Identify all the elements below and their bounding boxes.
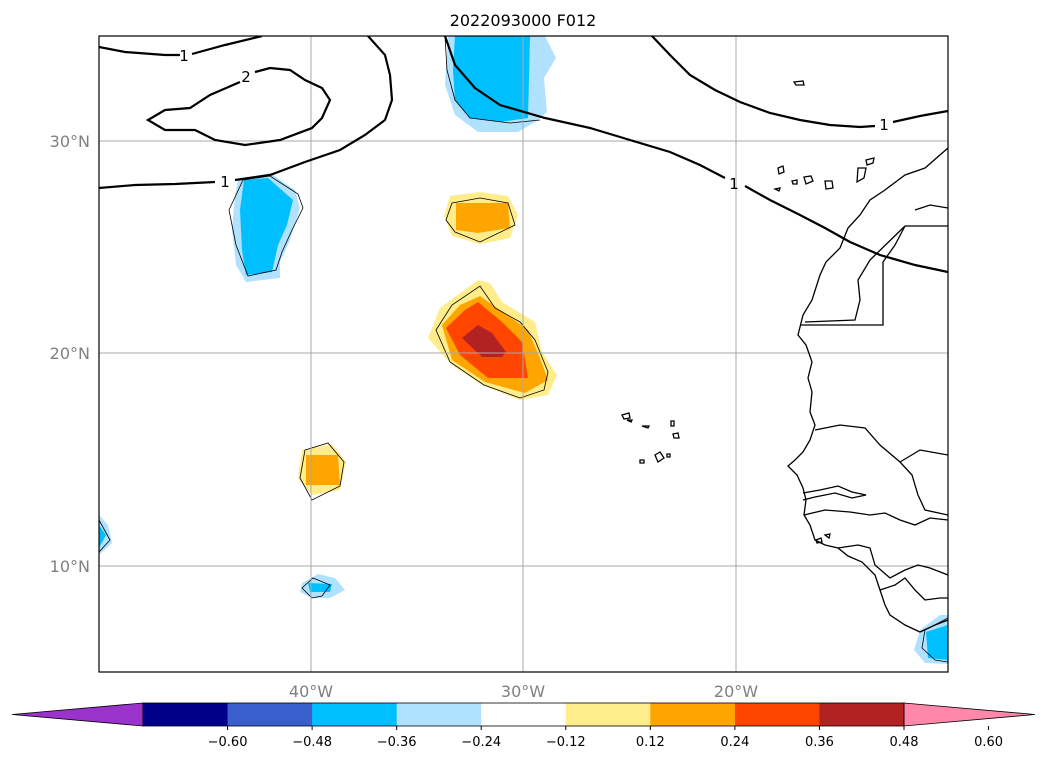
border-western-sahara xyxy=(800,225,906,326)
thin-contours xyxy=(99,36,948,663)
colorbar-tick-label: 0.36 xyxy=(805,735,834,750)
colorbar-tick-label: −0.24 xyxy=(461,735,501,750)
warm-region-large-darkred xyxy=(462,325,506,357)
contour-label: 1 xyxy=(220,173,230,191)
blue-region-small-core xyxy=(308,583,332,592)
colorbar-frame xyxy=(142,702,905,727)
colorbar-swatch xyxy=(734,703,820,726)
colorbar-tick-label: 0.60 xyxy=(974,735,1003,750)
colorbar-tick-label: 0.24 xyxy=(720,735,749,750)
latitude-labels: 30°N 20°N 10°N xyxy=(50,132,90,576)
shaded-field xyxy=(99,36,948,664)
colorbar-swatch xyxy=(143,703,229,726)
colorbar-tick-label: 0.48 xyxy=(890,735,919,750)
africa-coastline xyxy=(787,147,948,633)
contour-label: 2 xyxy=(241,68,251,86)
colorbar-swatch xyxy=(650,703,736,726)
colorbar-extend-low xyxy=(11,702,144,727)
border-guinea-bissau xyxy=(803,509,948,526)
islands xyxy=(621,80,875,544)
lon-label-30w: 30°W xyxy=(501,682,545,701)
longitude-labels: 40°W 30°W 20°W xyxy=(289,682,758,701)
border-gambia xyxy=(802,485,867,501)
gridlines xyxy=(99,36,948,672)
colorbar-swatch xyxy=(227,703,313,726)
colorbar-swatch xyxy=(565,703,651,726)
contour-line-northeast xyxy=(651,36,876,129)
colorbar-swatch xyxy=(481,703,567,726)
contour-label: 1 xyxy=(729,175,739,193)
colorbar-tick-label: −0.36 xyxy=(377,735,417,750)
blue-region-edge-west-core xyxy=(99,525,106,548)
colorbar-tick-label: −0.60 xyxy=(208,735,248,750)
contour-line-north xyxy=(99,45,180,57)
contour-label: 1 xyxy=(879,116,889,134)
lon-label-40w: 40°W xyxy=(289,682,333,701)
warm-region-southwest-core xyxy=(306,455,340,485)
contour-label: 1 xyxy=(179,47,189,65)
colorbar-swatch xyxy=(396,703,482,726)
border-mali xyxy=(899,449,948,463)
figure-title: 2022093000 F012 xyxy=(450,11,597,30)
colorbar-extend-high xyxy=(903,702,1036,727)
contour-line-mid xyxy=(99,180,216,190)
heavy-contours xyxy=(99,36,948,274)
blue-region-north-core xyxy=(453,36,530,122)
colorbar: −0.60 −0.48 −0.36 −0.24 −0.12 0.12 0.24 0.36 0.4… xyxy=(11,702,1036,750)
blue-region-west-core xyxy=(240,178,293,275)
colorbar-swatch xyxy=(312,703,398,726)
map-frame xyxy=(98,35,949,673)
contour-line-2 xyxy=(145,66,332,147)
border-guinea xyxy=(837,544,948,579)
lat-label-20n: 20°N xyxy=(50,344,90,363)
contour-labels: 1 2 1 1 1 xyxy=(179,47,889,193)
lat-label-30n: 30°N xyxy=(50,132,90,151)
colorbar-swatch xyxy=(819,703,905,726)
colorbar-tick-label: −0.48 xyxy=(292,735,332,750)
contour-line-east xyxy=(443,36,726,179)
colorbar-tick-label: 0.12 xyxy=(636,735,665,750)
map-plot-area: 1 2 1 1 1 xyxy=(99,36,948,672)
colorbar-tick-label: −0.12 xyxy=(546,735,586,750)
border-sierra-leone xyxy=(879,577,948,601)
border-inland xyxy=(914,204,948,211)
warm-region-small-core xyxy=(456,203,510,233)
lat-label-10n: 10°N xyxy=(50,557,90,576)
lon-label-20w: 20°W xyxy=(714,682,758,701)
blue-region-southeast-core xyxy=(926,625,948,660)
